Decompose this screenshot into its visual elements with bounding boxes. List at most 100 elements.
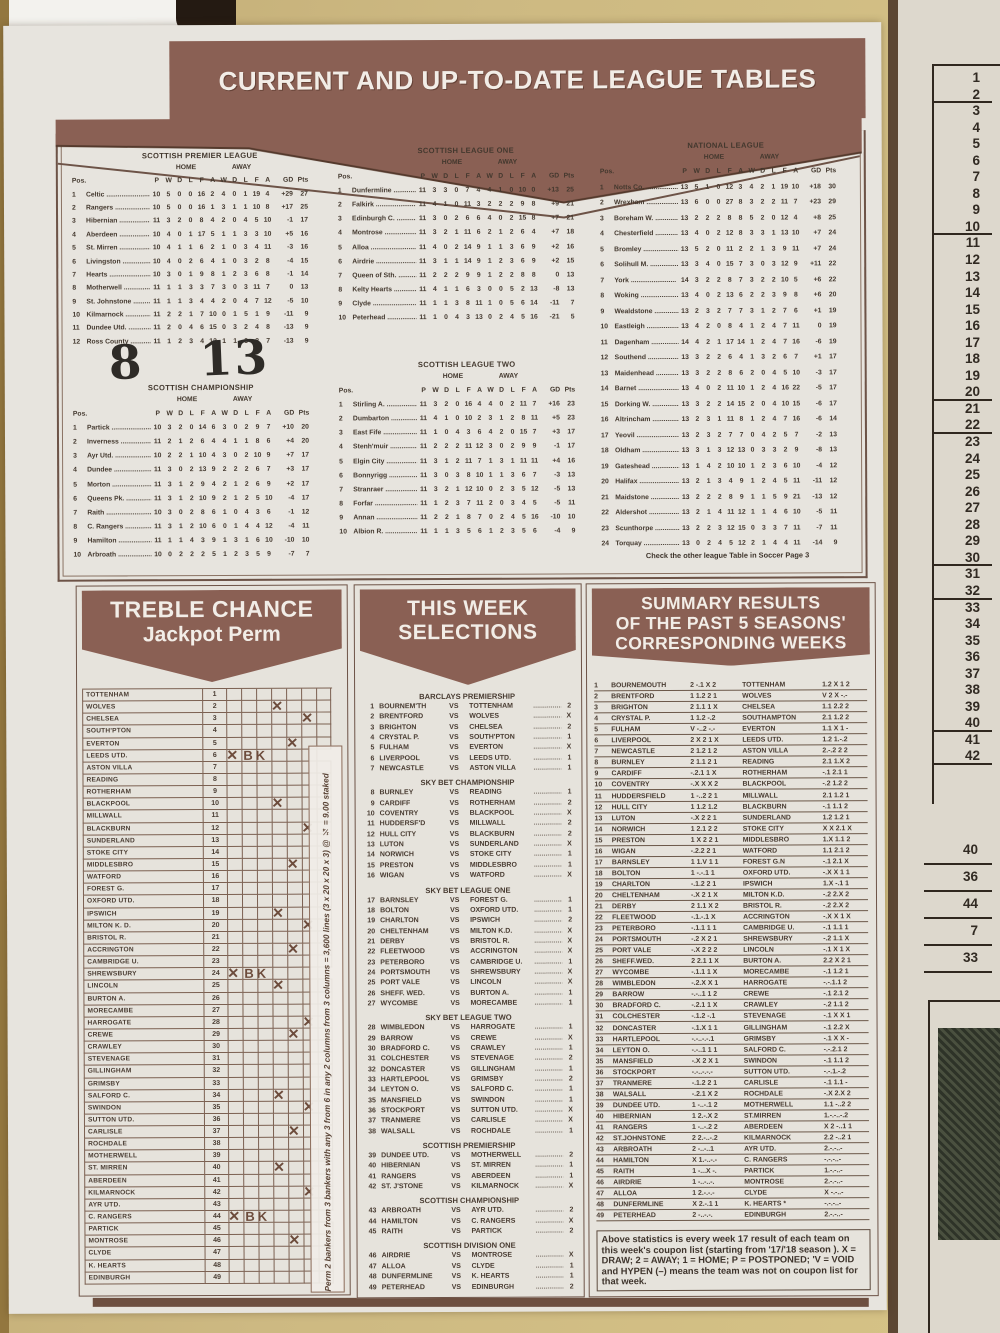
league-row: 5 Elgin City ........................ 11 3 1… (339, 453, 595, 468)
stat-value: 14 (681, 338, 689, 346)
perm-row: LINCOLN 25 ✕ (83, 977, 333, 993)
stat-header: W (221, 409, 228, 417)
stat-value: 11 (420, 514, 428, 522)
stat-header: W (431, 172, 438, 180)
stat-value: 3 (749, 198, 754, 206)
vs-label: VS (450, 948, 460, 956)
league-row: 15 Dorking W. ........................ 13 3… (601, 396, 853, 413)
team-name: East Fife ........................ (352, 429, 417, 437)
leader-dots: .................. (535, 1251, 564, 1260)
perm-grid-cell (242, 1016, 258, 1029)
stat-value: 11 (152, 217, 161, 225)
stat-header: W (165, 177, 172, 185)
away-results: -.1 2.1 X (822, 858, 849, 866)
league-row: 11 Dagenham ........................ 14 4 2 1… (601, 334, 853, 351)
perm-team-name: ABERDEEN (84, 1174, 205, 1188)
league-row: 24 Torquay ........................ 13 0 2 4 5… (601, 535, 853, 552)
selection-pick: 1 (567, 764, 572, 772)
team-name: Dunfermline ........................ (351, 186, 416, 195)
perm-grid-cell (271, 749, 287, 762)
stat-value: 7 (532, 400, 537, 408)
stat-header: A (532, 386, 538, 394)
perm-grid-cell (256, 858, 272, 871)
stat-value: -4 (288, 494, 295, 502)
fixture-number: 42 (368, 1183, 377, 1191)
stat-value: 6 (266, 508, 271, 516)
row-number: 43 (596, 1146, 604, 1154)
stat-value: 2 (498, 257, 503, 265)
away-team: SWINDON (470, 1096, 505, 1104)
stat-value: 4 (695, 338, 699, 346)
stat-value: 1 (750, 415, 755, 423)
stat-value: 10 (793, 508, 801, 516)
home-team: WIMBLEDON (380, 1024, 425, 1032)
scan-left-edge (0, 0, 9, 1333)
stat-value: 10 (152, 271, 161, 279)
stat-value: 7 (570, 299, 575, 307)
stat-value: 2 (443, 229, 448, 237)
stat-value: 2 (760, 183, 765, 191)
stat-value: 13 (681, 307, 689, 315)
stat-value: 2 (694, 214, 699, 222)
stat-value: 1 (762, 539, 766, 547)
stat-value: 10 (792, 462, 801, 470)
stat-value: -7 (288, 551, 295, 559)
fixture-number: 2 (370, 713, 375, 721)
side-number: 29 (964, 533, 980, 549)
stat-value: 0 (444, 314, 448, 322)
stat-value: -6 (815, 338, 822, 346)
position: 8 (600, 292, 605, 300)
perm-grid-cell (256, 834, 272, 847)
stat-value: 20 (828, 291, 837, 299)
position: 9 (338, 300, 343, 308)
stat-value: 1 (221, 230, 226, 238)
leader-dots: .................. (534, 916, 563, 924)
league-row: 2 Falkirk ........................ 11 4 1 0 11… (338, 197, 594, 212)
away-team: MONTROSE (471, 1252, 513, 1260)
row-number: 48 (596, 1201, 605, 1209)
stat-value: 11 (418, 186, 427, 194)
stat-value: 6 (266, 437, 271, 445)
position: 23 (601, 525, 609, 533)
stat-value: 2 (760, 198, 765, 206)
perm-grid-cell (227, 1113, 243, 1127)
perm-grid-cell (241, 713, 257, 726)
away-team: GRIMSBY (470, 1075, 504, 1083)
stat-value: 2 (500, 528, 504, 536)
side-number: 16 (964, 318, 980, 334)
perm-grid-cell (257, 1089, 273, 1102)
stat-value: 8 (738, 198, 743, 206)
perm-grid-cell (243, 1150, 259, 1163)
stat-value: 2 (221, 297, 226, 305)
away-team: TOTTENHAM (469, 702, 513, 710)
stat-value: 0 (178, 509, 183, 517)
stat-value: 3 (761, 446, 766, 454)
perm-grid-cell (258, 1162, 274, 1175)
perm-team-number: 47 (204, 1247, 229, 1260)
crosshatch-block (938, 1028, 1000, 1240)
perm-grid-cell (242, 919, 258, 932)
selection-pick: 2 (568, 1054, 573, 1062)
away-team: MILTON K.D. (470, 927, 513, 935)
perm-row: WOLVES 2 ✕ (82, 698, 332, 714)
team-name: St. Johnstone ........................ (86, 297, 151, 306)
stat-value: 6 (255, 480, 260, 488)
stat-value: 11 (792, 322, 800, 330)
home-team: PORT VALE (380, 979, 420, 987)
stat-value: 7 (794, 353, 799, 361)
stat-value: 1 (179, 537, 183, 545)
stat-value: 9 (212, 537, 216, 545)
perm-team-name: OXFORD UTD. (82, 895, 204, 909)
league-row: 1 Dunfermline ........................ 11 3… (338, 183, 594, 198)
fixture-number: 13 (366, 841, 375, 849)
perm-team-number: 33 (203, 1077, 228, 1090)
stat-value: 5 (783, 431, 788, 439)
stat-value: 27 (725, 198, 734, 207)
stat-value: 2 (477, 414, 482, 422)
stat-value: 2 (761, 462, 766, 470)
stat-value: 7 (305, 551, 310, 559)
perm-team-number: 45 (204, 1223, 229, 1236)
perm-grid-cell (228, 1259, 244, 1272)
stat-value: 9 (465, 271, 470, 279)
stat-value: -11 (283, 310, 294, 318)
